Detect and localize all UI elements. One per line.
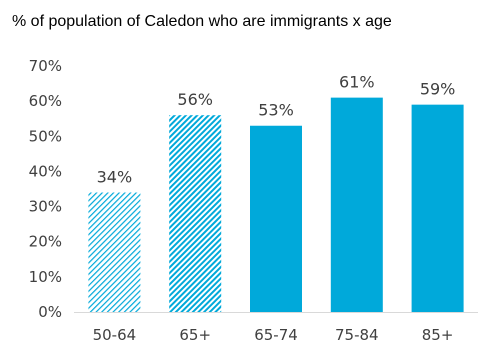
bar-value-label: 61%: [339, 73, 375, 92]
x-category-label: 85+: [422, 326, 454, 344]
bar-value-label: 59%: [420, 80, 456, 99]
bar-85+: [411, 104, 464, 313]
x-axis-category-labels: 50-64 65+ 65-74 75-84 85+: [93, 326, 454, 344]
x-category-label: 50-64: [93, 326, 137, 344]
bar-50-64: [88, 192, 141, 312]
bars: [88, 97, 464, 313]
bar-65-74: [250, 125, 302, 312]
y-tick-label: 60%: [29, 92, 62, 110]
y-tick-label: 10%: [29, 268, 62, 286]
bar-value-label: 34%: [97, 168, 133, 187]
bar-75-84: [330, 97, 383, 312]
chart-title: % of population of Caledon who are immig…: [12, 13, 392, 30]
y-tick-label: 70%: [29, 57, 62, 75]
y-tick-label: 50%: [29, 127, 62, 145]
bar-value-labels: 34% 56% 53% 61% 59%: [97, 73, 456, 187]
x-category-label: 65+: [179, 326, 211, 344]
x-category-label: 65-74: [254, 326, 298, 344]
y-tick-label: 0%: [38, 303, 62, 321]
y-axis-tick-labels: 0% 10% 20% 30% 40% 50% 60% 70%: [29, 57, 62, 321]
bar-value-label: 56%: [177, 90, 213, 109]
y-tick-label: 40%: [29, 162, 62, 180]
bar-65+: [169, 115, 222, 312]
y-tick-label: 30%: [29, 198, 62, 216]
y-tick-label: 20%: [29, 233, 62, 251]
bar-value-label: 53%: [258, 101, 294, 120]
x-category-label: 75-84: [335, 326, 379, 344]
